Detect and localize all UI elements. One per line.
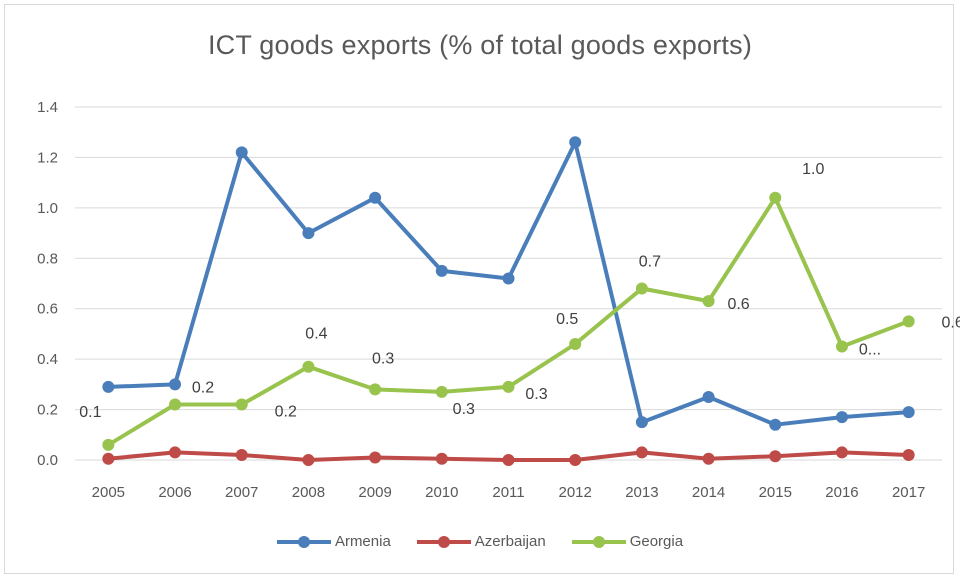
data-point-georgia [302,360,315,373]
data-point-armenia [169,378,182,391]
legend-swatch [571,535,626,549]
data-label: 0.1 [79,404,101,421]
data-label: 0.2 [192,380,214,397]
legend-label: Azerbaijan [474,533,546,550]
chart-legend: Armenia Azerbaijan Georgia [0,533,960,550]
data-label: 1.0 [802,161,824,178]
data-point-armenia [502,272,515,285]
x-tick-label: 2013 [625,484,658,501]
data-point-azerbaijan [169,446,182,459]
data-label: 0.6 [942,314,960,331]
data-point-azerbaijan [502,454,515,466]
data-point-armenia [635,416,648,429]
data-point-georgia [769,191,782,204]
data-point-georgia [702,295,715,308]
y-tick-label: 1.0 [37,200,58,217]
series-line-georgia [106,195,911,447]
data-point-azerbaijan [702,452,715,465]
x-tick-label: 2005 [92,484,125,501]
data-label: 0... [859,342,881,359]
data-point-georgia [235,398,248,411]
x-tick-label: 2012 [559,484,592,501]
legend-label: Georgia [629,533,684,550]
data-label: 0.7 [639,254,661,271]
y-tick-label: 0.4 [37,351,58,368]
chart-frame [4,4,954,574]
y-tick-label: 0.2 [37,402,58,419]
legend-item-azerbaijan: Azerbaijan [416,533,546,550]
x-tick-label: 2009 [358,484,391,501]
data-point-azerbaijan [835,446,848,459]
x-tick-label: 2008 [292,484,325,501]
data-point-armenia [435,264,448,277]
legend-label: Armenia [334,533,391,550]
data-point-georgia [635,282,648,295]
y-tick-label: 0.0 [37,452,58,469]
data-point-azerbaijan [902,448,915,461]
data-point-georgia [169,398,182,411]
data-point-azerbaijan [302,454,315,466]
data-point-georgia [569,338,582,351]
y-tick-label: 0.8 [37,250,58,267]
x-tick-label: 2016 [825,484,858,501]
data-point-armenia [835,411,848,424]
data-point-azerbaijan [769,450,782,463]
y-tick-label: 1.2 [37,149,58,166]
chart-title: ICT goods exports (% of total goods expo… [207,30,753,60]
data-label: 0.3 [525,386,547,403]
data-label: 0.6 [727,296,749,313]
data-label: 0.3 [372,350,394,367]
data-label: 0.5 [556,311,578,328]
data-point-azerbaijan [235,448,248,461]
x-tick-label: 2014 [692,484,725,501]
data-point-georgia [502,380,515,393]
data-point-georgia [102,438,115,451]
data-point-armenia [569,136,582,149]
legend-item-armenia: Armenia [276,533,391,550]
data-point-armenia [702,390,715,403]
data-point-armenia [302,227,315,240]
data-point-georgia [435,385,448,398]
data-point-azerbaijan [635,446,648,459]
x-tick-label: 2011 [492,484,524,501]
data-point-armenia [902,406,915,419]
y-tick-label: 0.6 [37,301,58,318]
data-point-georgia [835,340,848,353]
data-label: 0.2 [275,404,297,421]
x-tick-label: 2010 [425,484,458,501]
legend-swatch [276,535,331,549]
data-point-armenia [235,146,248,159]
y-tick-label: 1.4 [37,99,58,116]
legend-item-georgia: Georgia [571,533,684,550]
data-label: 0.4 [305,326,327,343]
x-tick-label: 2015 [759,484,792,501]
data-point-azerbaijan [435,452,448,465]
data-point-armenia [102,380,115,393]
data-point-armenia [769,418,782,431]
data-point-azerbaijan [102,452,115,465]
x-tick-label: 2006 [158,484,191,501]
data-point-georgia [902,315,915,328]
data-point-azerbaijan [569,454,582,466]
x-tick-label: 2007 [225,484,258,501]
data-point-georgia [369,383,382,396]
legend-swatch [416,535,471,549]
data-label: 0.3 [453,401,475,418]
data-point-azerbaijan [369,451,382,464]
data-point-armenia [369,191,382,204]
x-tick-label: 2017 [892,484,925,501]
